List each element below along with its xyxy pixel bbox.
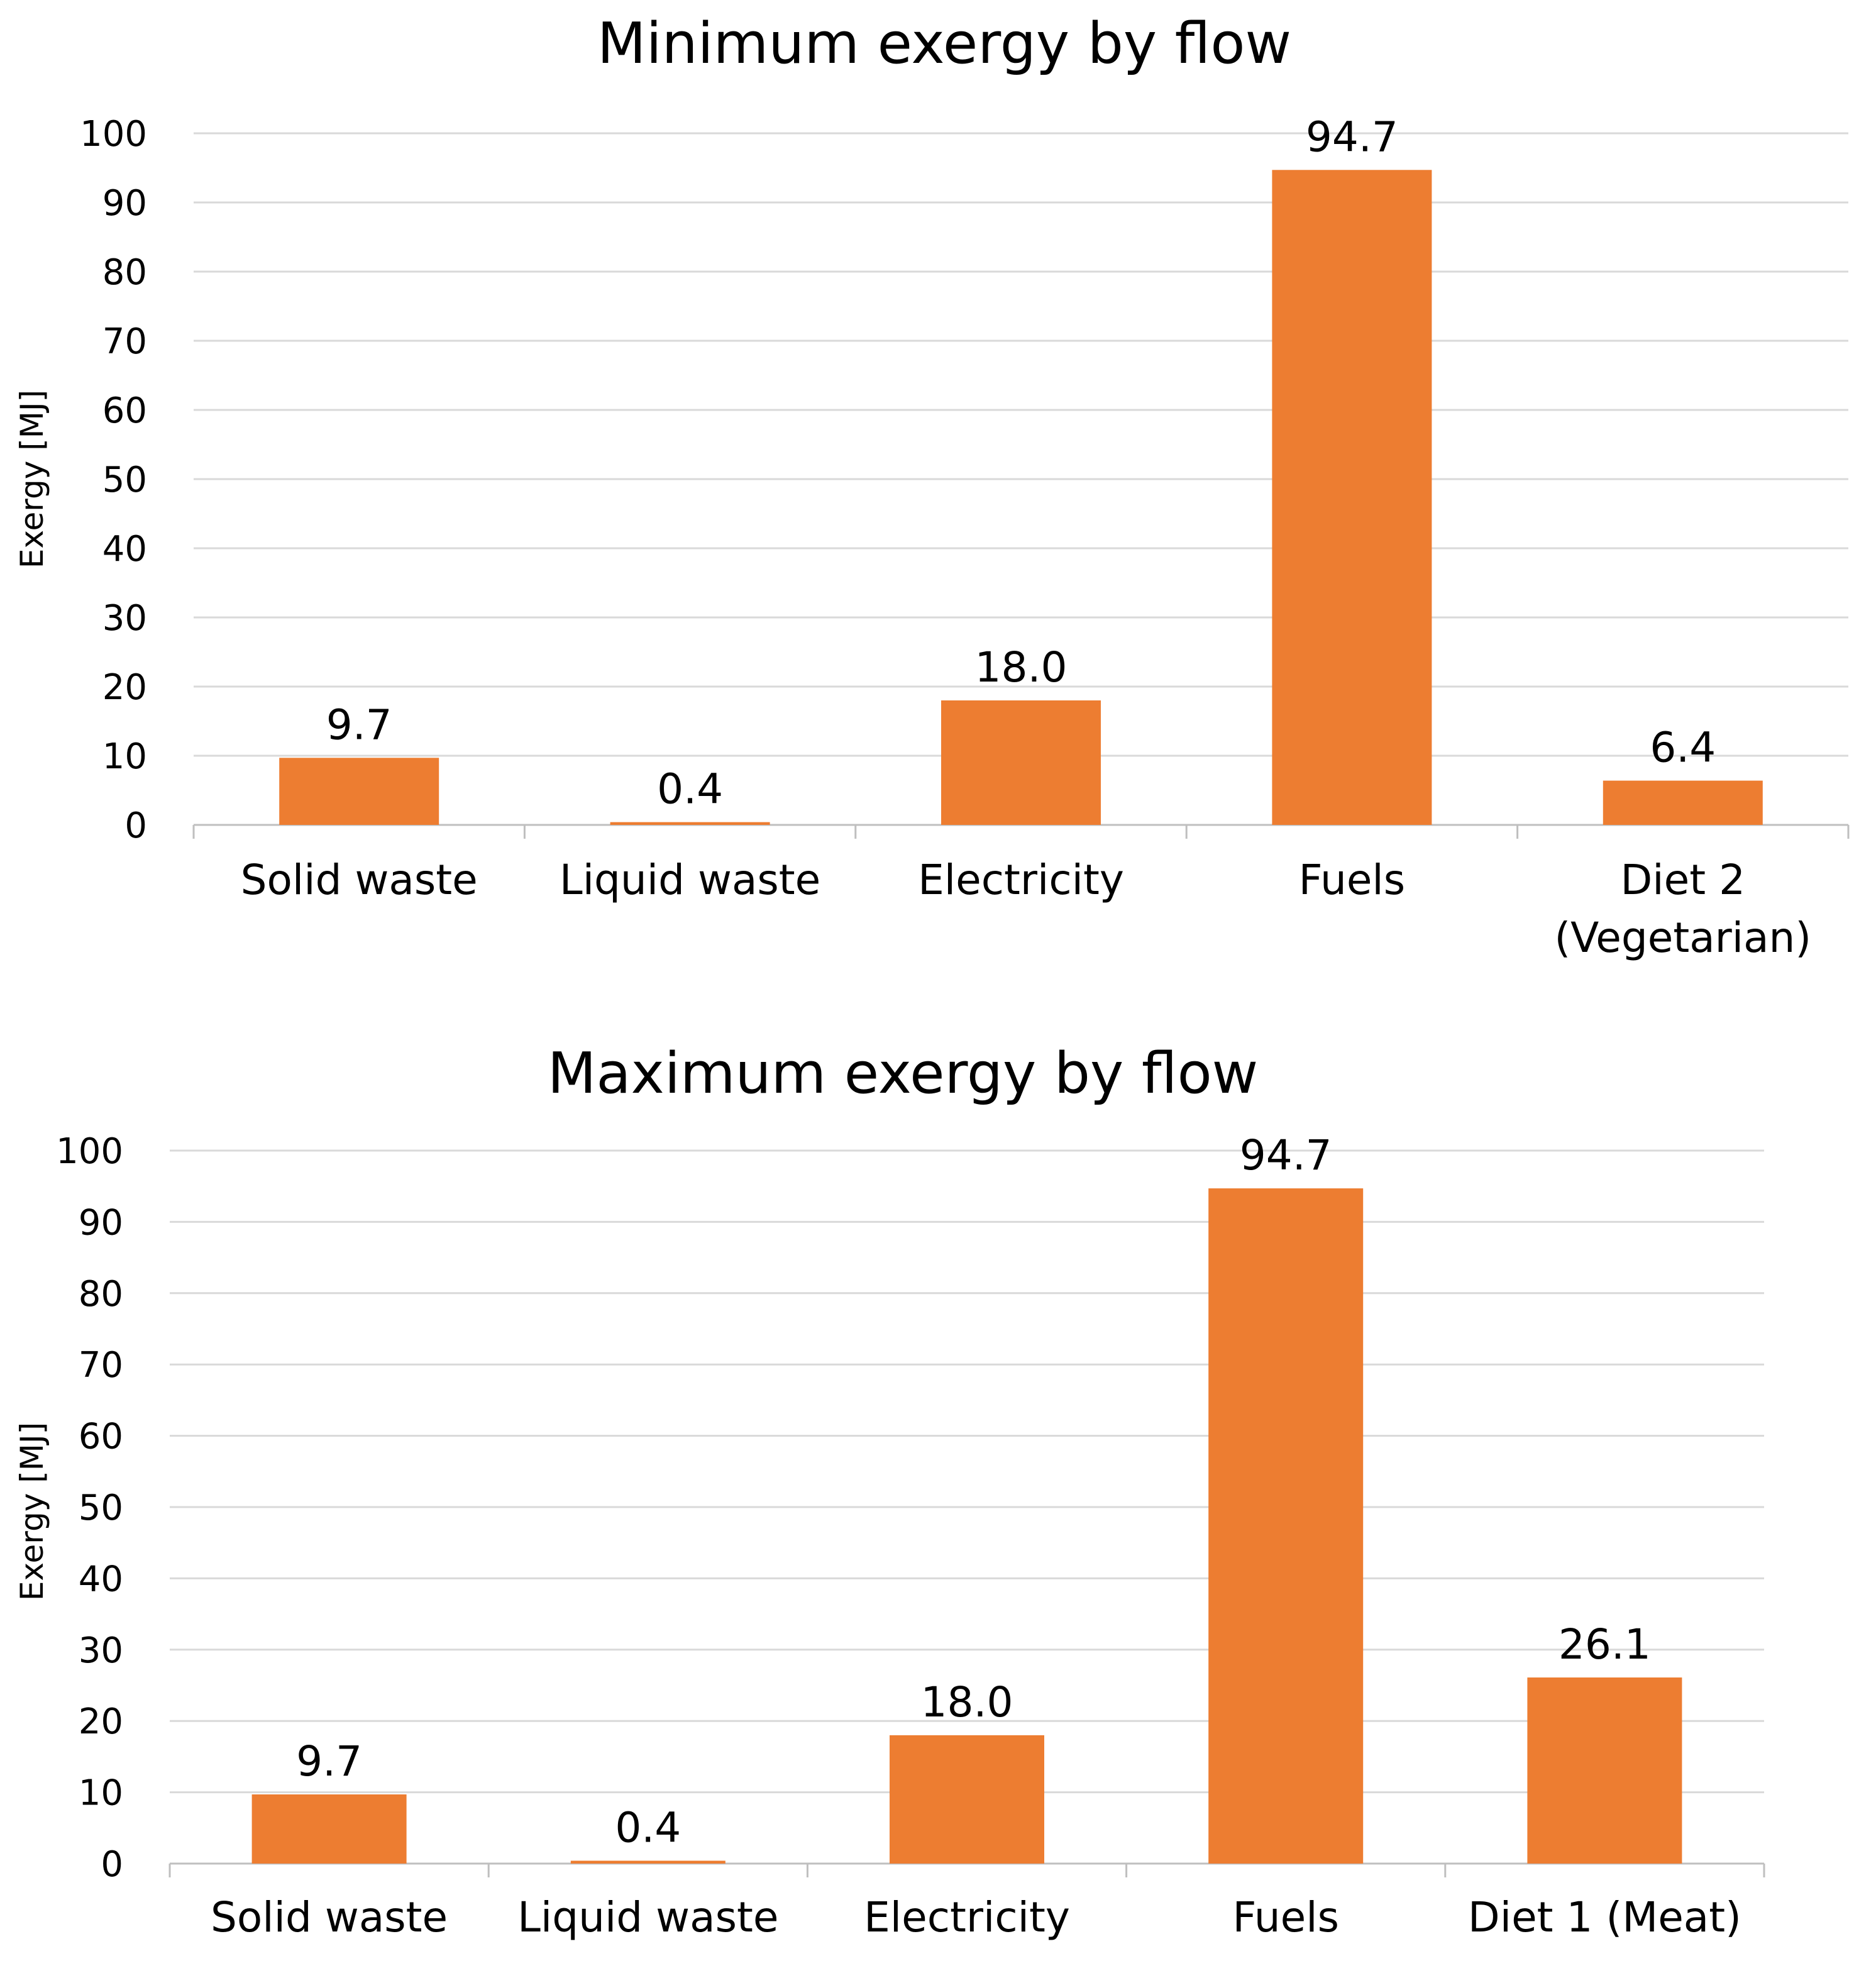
minimum-exergy-chart: Minimum exergy by flow Exergy [MJ] 0 10 20 30… xyxy=(14,11,1850,962)
y-tick-label: 30 xyxy=(79,1630,123,1671)
data-label-4: 26.1 xyxy=(1559,1620,1651,1669)
chart-title: Maximum exergy by flow xyxy=(548,1041,1259,1107)
category-label-0: Solid waste xyxy=(241,856,478,904)
category-label-2: Electricity xyxy=(918,856,1124,904)
y-tick-label: 90 xyxy=(79,1202,123,1243)
y-tick-label: 50 xyxy=(102,460,147,500)
y-tick-label: 60 xyxy=(79,1417,123,1457)
category-label-4: Diet 1 (Meat) xyxy=(1468,1893,1741,1942)
category-label-3: Fuels xyxy=(1299,856,1406,904)
chart-title: Minimum exergy by flow xyxy=(597,11,1291,77)
data-label-0: 9.7 xyxy=(326,700,392,749)
y-tick-label: 100 xyxy=(80,114,147,155)
y-tick-label: 80 xyxy=(102,252,147,293)
y-tick-label: 40 xyxy=(79,1559,123,1600)
y-tick-label: 100 xyxy=(56,1131,123,1172)
data-label-4: 6.4 xyxy=(1650,724,1716,772)
y-tick-label: 80 xyxy=(79,1274,123,1315)
y-tick-label: 20 xyxy=(102,667,147,708)
y-tick-label: 30 xyxy=(102,598,147,639)
data-label-1: 0.4 xyxy=(615,1803,681,1852)
y-tick-label: 70 xyxy=(79,1345,123,1386)
category-label-1: Liquid waste xyxy=(517,1893,778,1942)
y-tick-label: 0 xyxy=(124,805,147,846)
data-label-1: 0.4 xyxy=(657,765,723,814)
bar-1 xyxy=(570,1860,726,1864)
y-tick-label: 90 xyxy=(102,183,147,224)
y-tick-label: 60 xyxy=(102,390,147,431)
y-tick-label: 0 xyxy=(101,1844,123,1885)
data-label-2: 18.0 xyxy=(921,1678,1013,1727)
category-label-0: Solid waste xyxy=(211,1893,448,1942)
y-axis-label: Exergy [MJ] xyxy=(14,390,50,568)
y-tick-label: 10 xyxy=(102,736,147,777)
y-tick-label: 70 xyxy=(102,321,147,362)
data-label-0: 9.7 xyxy=(296,1737,362,1786)
y-tick-label: 40 xyxy=(102,529,147,570)
category-label-1: Liquid waste xyxy=(560,856,820,904)
bar-3 xyxy=(1272,170,1432,825)
category-label-4: Diet 2 (Vegetarian) xyxy=(1554,856,1811,962)
data-label-3: 94.7 xyxy=(1306,113,1398,161)
y-tick-label: 10 xyxy=(79,1773,123,1814)
bar-2 xyxy=(941,700,1101,825)
bar-1 xyxy=(610,822,770,825)
bar-4 xyxy=(1603,780,1763,825)
bar-3 xyxy=(1208,1188,1364,1864)
maximum-exergy-chart: Maximum exergy by flow Exergy [MJ] 0 10 20 30… xyxy=(14,1041,1765,1942)
data-label-3: 94.7 xyxy=(1240,1131,1332,1180)
bar-0 xyxy=(279,758,439,825)
category-label-3: Fuels xyxy=(1232,1893,1339,1942)
bar-4 xyxy=(1527,1677,1682,1864)
data-label-2: 18.0 xyxy=(975,643,1068,692)
y-tick-label: 50 xyxy=(79,1488,123,1528)
y-axis-label: Exergy [MJ] xyxy=(14,1422,50,1601)
category-label-2: Electricity xyxy=(864,1893,1070,1942)
bar-2 xyxy=(890,1735,1044,1864)
y-tick-label: 20 xyxy=(79,1701,123,1742)
bar-0 xyxy=(251,1794,407,1864)
